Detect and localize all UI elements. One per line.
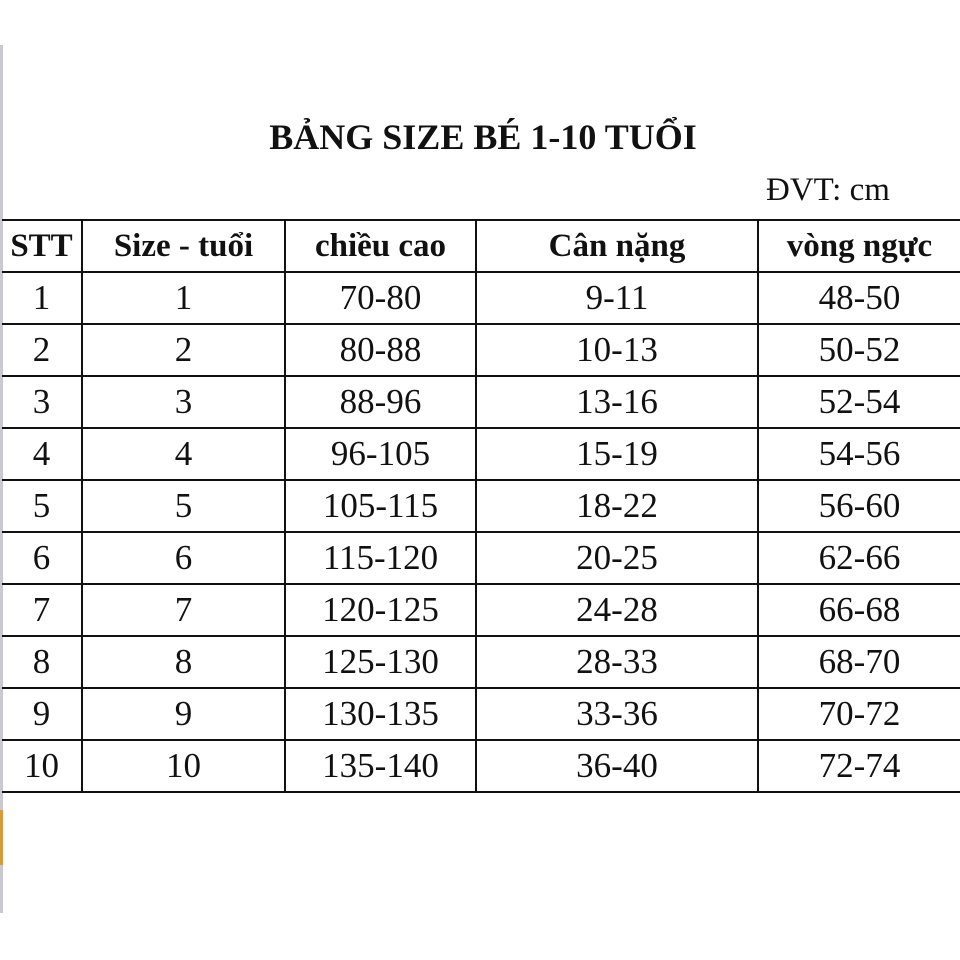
table-row: 9 9 130-135 33-36 70-72 xyxy=(2,687,960,741)
cell-chest: 54-56 xyxy=(757,427,960,481)
cell-stt: 4 xyxy=(2,427,83,481)
cell-weight: 33-36 xyxy=(475,687,759,741)
left-edge-line xyxy=(0,45,3,913)
cell-stt: 1 xyxy=(2,271,83,325)
cell-height: 135-140 xyxy=(284,739,477,793)
cell-weight: 36-40 xyxy=(475,739,759,793)
table-row: 4 4 96-105 15-19 54-56 xyxy=(2,427,960,481)
cell-size: 7 xyxy=(81,583,286,637)
cell-chest: 66-68 xyxy=(757,583,960,637)
cell-chest: 68-70 xyxy=(757,635,960,689)
cell-chest: 72-74 xyxy=(757,739,960,793)
cell-weight: 28-33 xyxy=(475,635,759,689)
cell-chest: 48-50 xyxy=(757,271,960,325)
cell-weight: 9-11 xyxy=(475,271,759,325)
cell-height: 115-120 xyxy=(284,531,477,585)
cell-chest: 70-72 xyxy=(757,687,960,741)
cell-weight: 13-16 xyxy=(475,375,759,429)
table-row: 8 8 125-130 28-33 68-70 xyxy=(2,635,960,689)
unit-label: ĐVT: cm xyxy=(766,172,890,208)
header-chest: vòng ngực xyxy=(757,219,960,273)
cell-height: 120-125 xyxy=(284,583,477,637)
cell-height: 96-105 xyxy=(284,427,477,481)
table-row: 3 3 88-96 13-16 52-54 xyxy=(2,375,960,429)
cell-stt: 10 xyxy=(2,739,83,793)
cell-size: 4 xyxy=(81,427,286,481)
cell-height: 130-135 xyxy=(284,687,477,741)
cell-weight: 20-25 xyxy=(475,531,759,585)
cell-size: 8 xyxy=(81,635,286,689)
cell-weight: 24-28 xyxy=(475,583,759,637)
cell-stt: 9 xyxy=(2,687,83,741)
table-row: 7 7 120-125 24-28 66-68 xyxy=(2,583,960,637)
table-header-row: STT Size - tuổi chiều cao Cân nặng vòng … xyxy=(2,219,960,273)
cell-chest: 50-52 xyxy=(757,323,960,377)
table-row: 5 5 105-115 18-22 56-60 xyxy=(2,479,960,533)
header-weight: Cân nặng xyxy=(475,219,759,273)
header-size: Size - tuổi xyxy=(81,219,286,273)
table-row: 6 6 115-120 20-25 62-66 xyxy=(2,531,960,585)
cell-chest: 56-60 xyxy=(757,479,960,533)
cell-height: 70-80 xyxy=(284,271,477,325)
cell-stt: 6 xyxy=(2,531,83,585)
cell-height: 88-96 xyxy=(284,375,477,429)
cell-size: 5 xyxy=(81,479,286,533)
cell-height: 105-115 xyxy=(284,479,477,533)
cell-weight: 18-22 xyxy=(475,479,759,533)
header-stt: STT xyxy=(2,219,83,273)
table-row: 1 1 70-80 9-11 48-50 xyxy=(2,271,960,325)
table-row: 10 10 135-140 36-40 72-74 xyxy=(2,739,960,793)
size-table: STT Size - tuổi chiều cao Cân nặng vòng … xyxy=(2,219,960,793)
cell-size: 9 xyxy=(81,687,286,741)
header-height: chiều cao xyxy=(284,219,477,273)
cell-weight: 15-19 xyxy=(475,427,759,481)
cell-size: 1 xyxy=(81,271,286,325)
left-edge-accent xyxy=(0,810,3,865)
table-row: 2 2 80-88 10-13 50-52 xyxy=(2,323,960,377)
cell-size: 10 xyxy=(81,739,286,793)
cell-size: 3 xyxy=(81,375,286,429)
cell-size: 2 xyxy=(81,323,286,377)
page-title: BẢNG SIZE BÉ 1-10 TUỔI xyxy=(269,117,697,157)
cell-chest: 62-66 xyxy=(757,531,960,585)
cell-stt: 5 xyxy=(2,479,83,533)
cell-height: 125-130 xyxy=(284,635,477,689)
cell-size: 6 xyxy=(81,531,286,585)
cell-stt: 7 xyxy=(2,583,83,637)
cell-stt: 8 xyxy=(2,635,83,689)
cell-stt: 2 xyxy=(2,323,83,377)
cell-chest: 52-54 xyxy=(757,375,960,429)
cell-weight: 10-13 xyxy=(475,323,759,377)
cell-height: 80-88 xyxy=(284,323,477,377)
cell-stt: 3 xyxy=(2,375,83,429)
